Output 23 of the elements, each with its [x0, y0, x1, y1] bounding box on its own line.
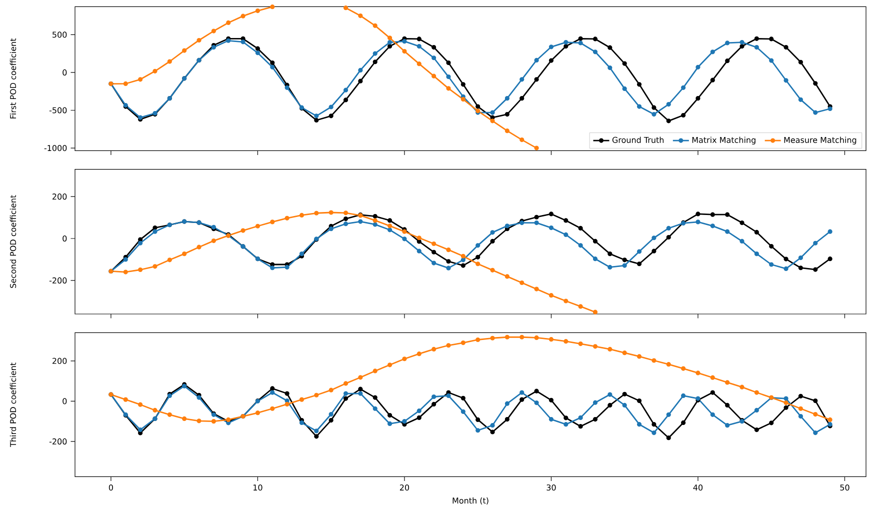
x-tick-label: 40 [693, 484, 703, 491]
y-axis-title: Third POD coefficient [10, 362, 16, 447]
y-tick-label: 0 [62, 235, 67, 242]
y-tick-label: 0 [62, 398, 67, 404]
y-axis-title: First POD coefficient [10, 38, 16, 118]
legend-label: Matrix Matching [692, 136, 756, 144]
legend-label: Ground Truth [612, 136, 664, 143]
x-axis-title: Month (t) [452, 497, 488, 505]
y-axis-title: Second POD coefficient [10, 195, 16, 288]
x-tick-label: 30 [546, 484, 556, 491]
x-tick-label: 0 [108, 484, 113, 491]
y-tick-label: -500 [49, 107, 67, 114]
x-tick-label: 50 [840, 484, 850, 491]
y-tick-label: -200 [49, 277, 67, 284]
legend-label: Measure Matching [784, 136, 856, 144]
y-tick-label: -200 [49, 438, 67, 444]
y-tick-label: -1000 [44, 145, 67, 152]
x-tick-label: 20 [400, 484, 410, 491]
y-tick-label: 500 [52, 32, 67, 38]
x-tick-label: 10 [254, 484, 262, 491]
y-tick-label: 0 [62, 69, 67, 76]
y-tick-label: 200 [52, 194, 67, 200]
y-tick-label: 200 [52, 358, 67, 364]
